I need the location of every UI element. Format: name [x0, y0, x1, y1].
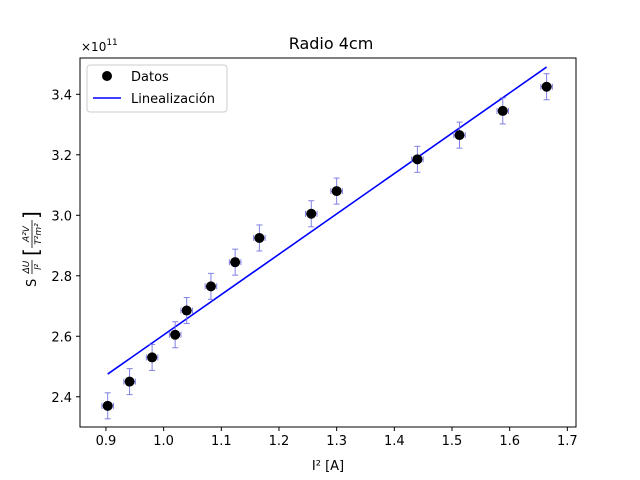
y-axis-label: S ΔU l² [ A²V T²m² ]	[19, 211, 44, 287]
x-tick-label: 1.0	[153, 434, 174, 449]
data-point	[254, 232, 265, 243]
data-point	[181, 305, 192, 316]
y-tick-label: 3.2	[51, 149, 72, 164]
plot-frame	[79, 57, 577, 428]
y-tick-label: 2.6	[51, 330, 72, 345]
data-point	[541, 81, 552, 92]
data-point	[497, 105, 508, 116]
x-tick-label: 1.3	[326, 434, 347, 449]
data-point	[124, 376, 135, 387]
y-tick-label: 2.8	[51, 270, 72, 285]
data-point	[205, 281, 216, 292]
y-tick-label: 3.0	[51, 209, 72, 224]
data-point	[412, 154, 423, 165]
legend: Datos Linealización	[86, 64, 228, 113]
x-tick-label: 1.7	[557, 434, 578, 449]
data-point	[170, 329, 181, 340]
data-point	[331, 186, 342, 197]
chart-title: Radio 4cm	[289, 34, 374, 53]
y-tick-label: 3.4	[51, 88, 72, 103]
y-multiplier-base: ×10	[81, 40, 106, 54]
data-point	[454, 130, 465, 141]
y-label-unit-den: T²m²	[34, 223, 44, 245]
y-tick-label: 2.4	[51, 391, 72, 406]
y-label-s: S	[25, 279, 40, 287]
x-tick-label: 1.2	[269, 434, 290, 449]
legend-marker-datos	[102, 71, 112, 81]
x-axis-label: I² [A]	[312, 459, 344, 474]
y-label-frac-num: ΔU	[22, 260, 32, 274]
legend-label-linealizacion: Linealización	[131, 92, 215, 107]
y-label-unit-num: A²V	[22, 225, 32, 243]
legend-label-datos: Datos	[131, 70, 169, 85]
plot-layer	[101, 66, 553, 420]
x-tick-label: 0.9	[96, 434, 117, 449]
data-point	[102, 400, 113, 411]
legend-box	[86, 64, 228, 113]
x-tick-label: 1.5	[442, 434, 463, 449]
x-tick-label: 1.4	[384, 434, 405, 449]
data-point	[306, 208, 317, 219]
data-point	[230, 257, 241, 268]
y-label-close-bracket: ]	[19, 211, 43, 219]
y-multiplier-exponent: 11	[106, 38, 117, 48]
y-axis: 2.4 2.6 2.8 3.0 3.2 3.4	[51, 88, 80, 406]
linealizacion-line	[107, 66, 548, 375]
y-label-open-bracket: [	[19, 248, 43, 256]
x-axis: 0.9 1.0 1.1 1.2 1.3 1.4 1.5 1.6 1.7	[96, 427, 578, 449]
y-label-frac-den: l²	[34, 264, 44, 271]
x-tick-label: 1.1	[211, 434, 232, 449]
data-point	[147, 352, 158, 363]
x-tick-label: 1.6	[499, 434, 520, 449]
y-multiplier: ×1011	[81, 38, 118, 54]
